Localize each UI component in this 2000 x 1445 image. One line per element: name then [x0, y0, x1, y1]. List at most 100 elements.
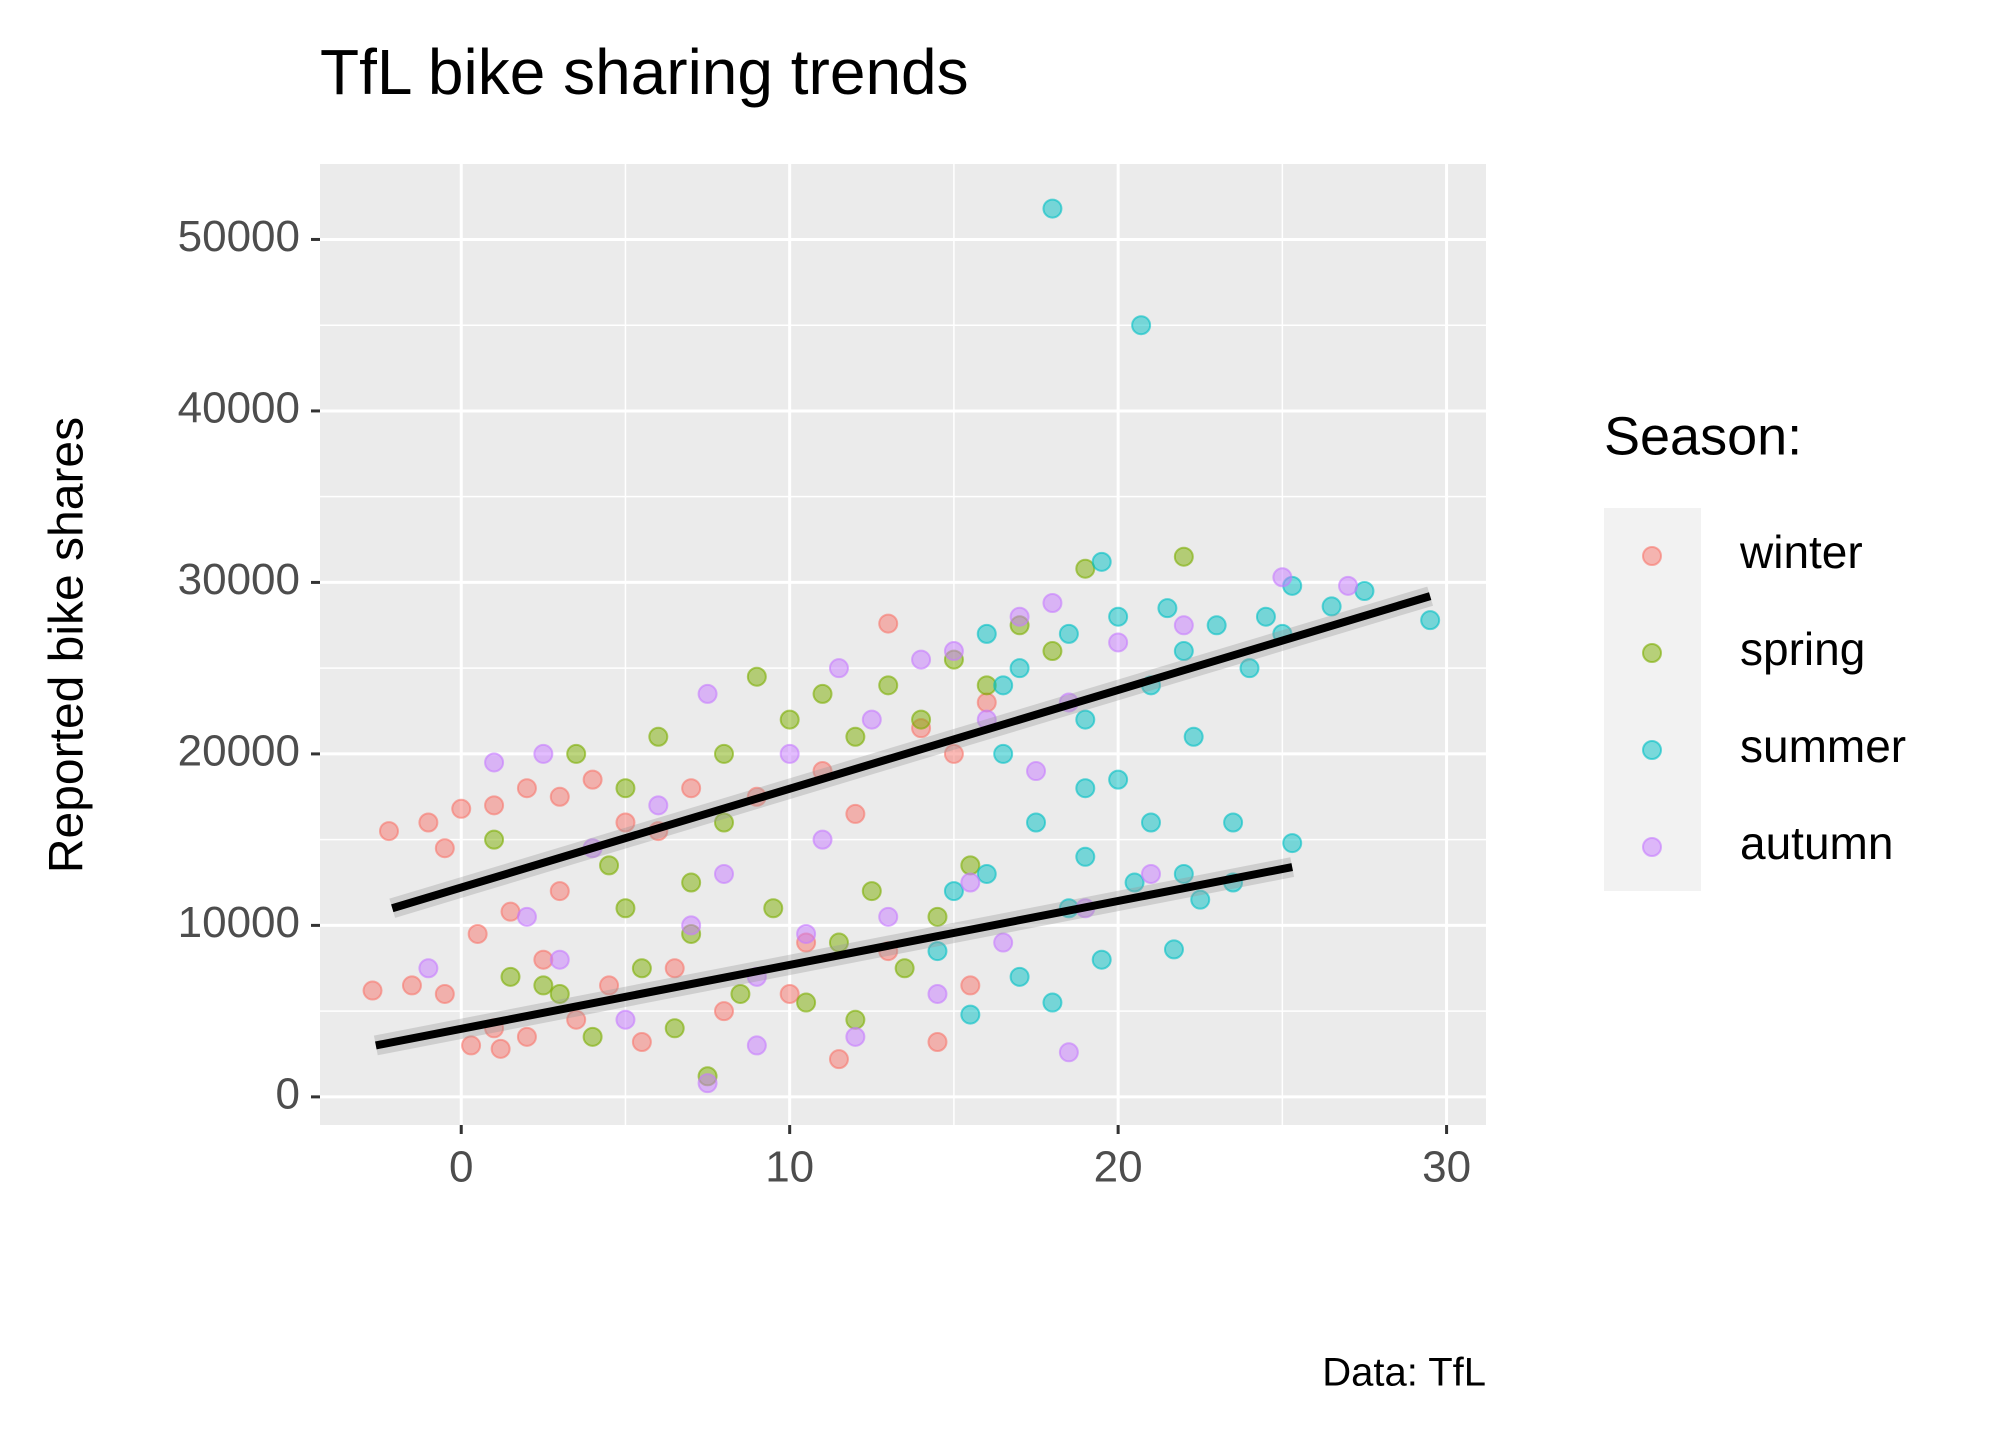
point — [615, 1009, 636, 1030]
point — [730, 983, 751, 1004]
point — [878, 675, 899, 696]
x-tick-label: 0 — [449, 1143, 473, 1192]
point — [1206, 615, 1227, 636]
legend-label: winter — [1739, 526, 1863, 578]
x-tick-label: 10 — [765, 1143, 814, 1192]
point — [960, 855, 981, 876]
point — [1223, 812, 1244, 833]
point — [582, 769, 603, 790]
point — [1009, 658, 1030, 679]
point — [713, 743, 734, 764]
point — [1075, 846, 1096, 867]
point — [1058, 1042, 1079, 1063]
point — [976, 675, 997, 696]
legend-key — [1642, 837, 1662, 857]
point — [516, 906, 537, 927]
point — [549, 881, 570, 902]
point — [451, 798, 472, 819]
x-tick-label: 30 — [1422, 1143, 1471, 1192]
point — [713, 863, 734, 884]
point — [681, 872, 702, 893]
point — [697, 683, 718, 704]
point — [1173, 863, 1194, 884]
point — [878, 906, 899, 927]
point — [1026, 761, 1047, 782]
point — [631, 1032, 652, 1053]
point — [648, 795, 669, 816]
point — [516, 778, 537, 799]
point — [1173, 546, 1194, 567]
point — [976, 863, 997, 884]
point — [796, 992, 817, 1013]
point — [599, 975, 620, 996]
point — [1108, 632, 1129, 653]
point — [1321, 596, 1342, 617]
y-tick-label: 50000 — [178, 212, 300, 261]
point — [1108, 606, 1129, 627]
point — [1091, 949, 1112, 970]
point — [681, 778, 702, 799]
point — [845, 1026, 866, 1047]
point — [1042, 992, 1063, 1013]
point — [418, 958, 439, 979]
y-tick-label: 40000 — [178, 384, 300, 433]
point — [1140, 863, 1161, 884]
point — [566, 743, 587, 764]
point — [927, 983, 948, 1004]
point — [378, 821, 399, 842]
point — [1272, 567, 1293, 588]
point — [664, 958, 685, 979]
point — [1420, 610, 1441, 631]
point — [516, 1026, 537, 1047]
point — [812, 683, 833, 704]
legend-label: summer — [1740, 720, 1906, 772]
point — [1131, 315, 1152, 336]
point — [828, 1049, 849, 1070]
point — [993, 743, 1014, 764]
y-tick-label: 10000 — [178, 898, 300, 947]
trend-line — [391, 592, 1432, 913]
point — [484, 752, 505, 773]
point — [697, 1073, 718, 1094]
point — [566, 1009, 587, 1030]
point — [549, 949, 570, 970]
legend-key — [1642, 643, 1662, 663]
point — [845, 726, 866, 747]
plot-panel — [320, 164, 1486, 1125]
point — [1338, 575, 1359, 596]
y-tick-label: 20000 — [178, 727, 300, 776]
point — [943, 641, 964, 662]
point — [484, 795, 505, 816]
point — [434, 838, 455, 859]
legend-key — [1642, 546, 1662, 566]
point — [845, 803, 866, 824]
point — [943, 881, 964, 902]
point — [401, 975, 422, 996]
point — [861, 881, 882, 902]
point — [461, 1035, 482, 1056]
point — [533, 949, 554, 970]
point — [763, 898, 784, 919]
trend-line — [375, 863, 1293, 1050]
point — [1239, 658, 1260, 679]
point — [681, 915, 702, 936]
x-tick-label: 20 — [1094, 1143, 1143, 1192]
point — [615, 812, 636, 833]
point — [911, 709, 932, 730]
point — [927, 906, 948, 927]
point — [1255, 606, 1276, 627]
point — [1157, 598, 1178, 619]
y-tick-label: 30000 — [178, 555, 300, 604]
point — [746, 1035, 767, 1056]
point — [993, 675, 1014, 696]
point — [500, 901, 521, 922]
point — [960, 872, 981, 893]
point — [911, 649, 932, 670]
point — [664, 1018, 685, 1039]
point — [533, 743, 554, 764]
point — [1091, 551, 1112, 572]
point — [1042, 593, 1063, 614]
point — [779, 743, 800, 764]
y-tick-label: 0 — [276, 1070, 300, 1119]
